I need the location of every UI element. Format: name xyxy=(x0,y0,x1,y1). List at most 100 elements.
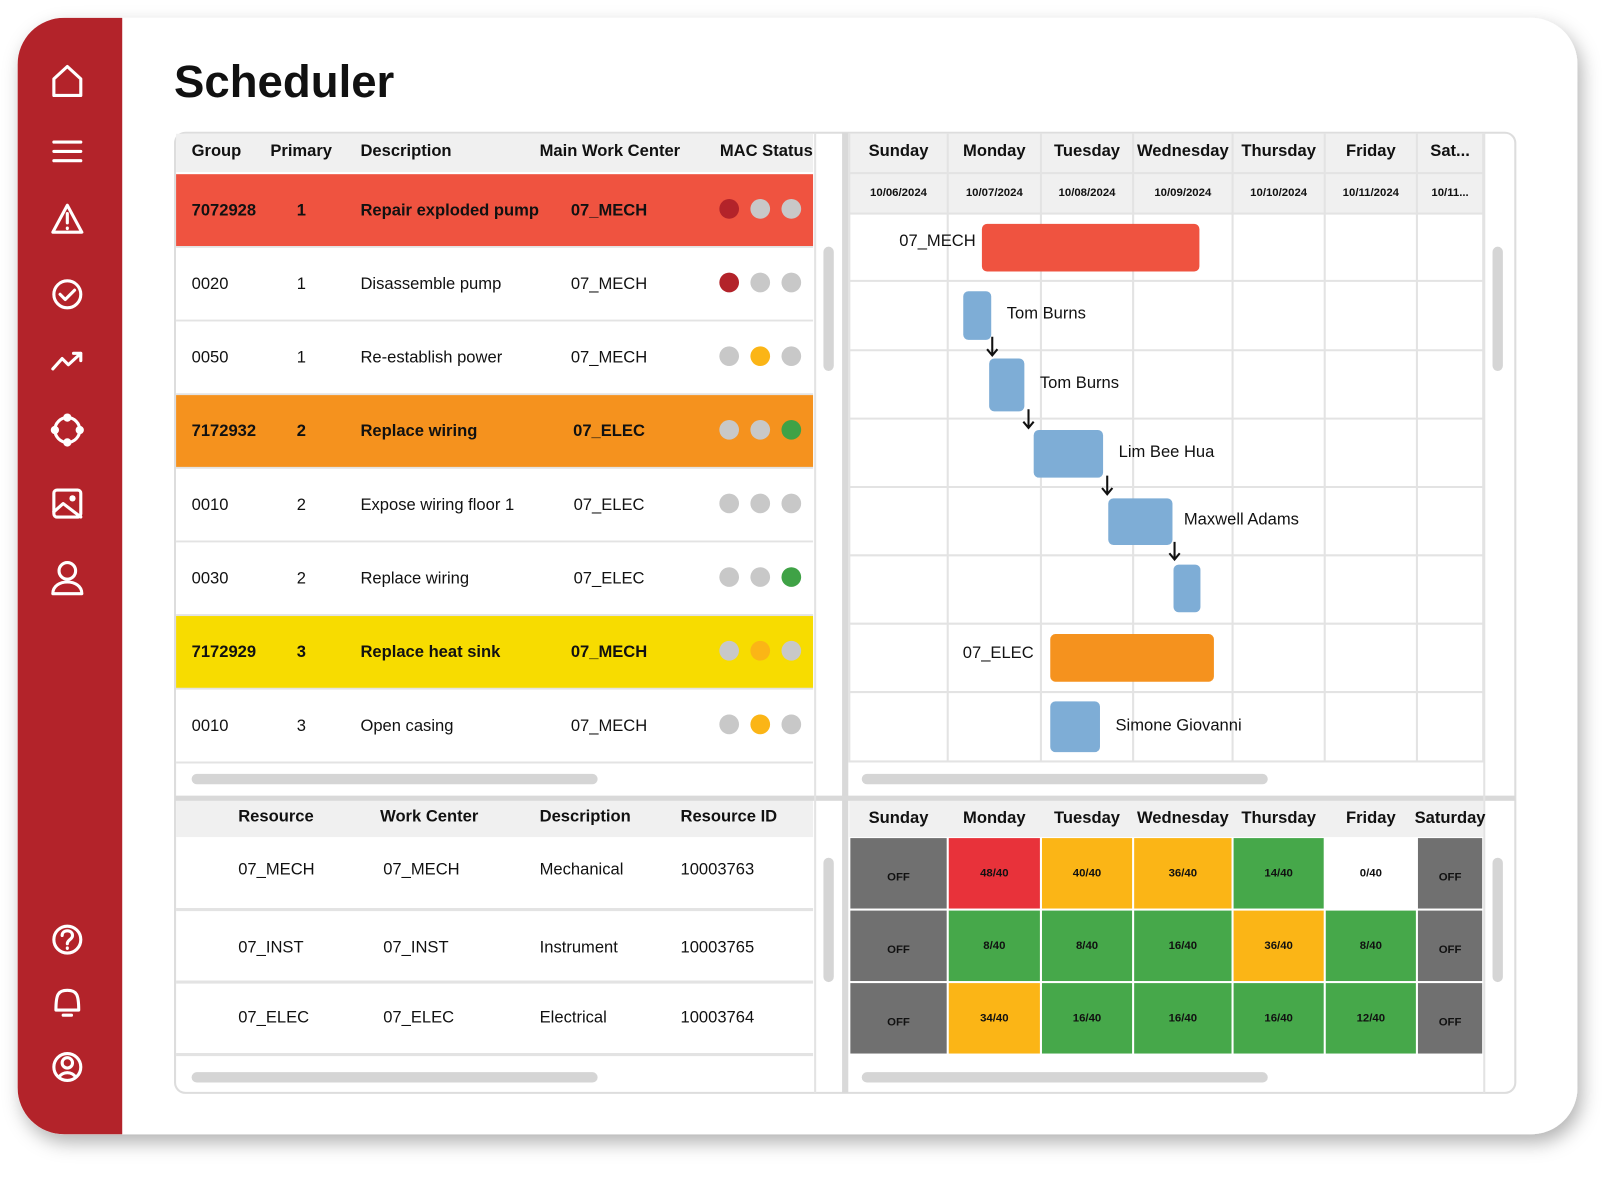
help-icon[interactable] xyxy=(52,924,83,955)
column-header: Main Work Center xyxy=(540,141,681,160)
sidebar xyxy=(17,17,123,1135)
status-dot xyxy=(719,199,740,219)
status-dot xyxy=(781,199,802,219)
check-icon[interactable] xyxy=(52,279,83,310)
capacity-label: OFF xyxy=(1439,1016,1462,1028)
resource-cell: 07_ELEC xyxy=(238,1008,309,1027)
task-cell: 07_ELEC xyxy=(573,421,645,440)
task-row xyxy=(176,689,814,762)
scrollbar[interactable] xyxy=(1492,246,1503,371)
capacity-cell xyxy=(948,838,1040,909)
date-header: 10/08/2024 xyxy=(1059,187,1117,199)
status-dot xyxy=(750,199,771,219)
day-header: Thursday xyxy=(1241,808,1316,827)
status-dot xyxy=(750,346,771,367)
resource-cell: Mechanical xyxy=(540,860,624,879)
gantt-bar xyxy=(1033,430,1104,478)
bar-label: Tom Burns xyxy=(1040,373,1119,392)
capacity-cell xyxy=(1417,838,1483,909)
task-cell: 0030 xyxy=(192,569,229,588)
gantt-bar xyxy=(963,291,992,340)
status-dot xyxy=(750,272,771,293)
resource-cell: 07_MECH xyxy=(238,860,314,879)
resource-cell: 10003764 xyxy=(680,1008,754,1027)
task-cell: 07_MECH xyxy=(571,642,647,661)
resource-cell: 07_INST xyxy=(383,937,448,956)
user-icon[interactable] xyxy=(57,561,78,581)
bell-icon[interactable] xyxy=(54,988,81,1017)
task-cell: 07_MECH xyxy=(571,200,647,219)
capacity-cell xyxy=(948,983,1040,1054)
bar-label: 07_MECH xyxy=(899,231,975,250)
account-icon[interactable] xyxy=(52,1051,83,1083)
task-cell: Replace wiring xyxy=(360,569,469,588)
capacity-label: 34/40 xyxy=(980,1012,1008,1024)
scrollbar[interactable] xyxy=(823,857,834,983)
capacity-label: 8/40 xyxy=(983,940,1005,952)
task-cell: 1 xyxy=(297,200,306,219)
date-header: 10/11... xyxy=(1431,187,1468,199)
capacity-cell xyxy=(948,910,1040,982)
column-header: Description xyxy=(360,141,451,160)
task-cell: Expose wiring floor 1 xyxy=(360,495,514,514)
status-dot xyxy=(750,567,771,587)
day-header: Saturday xyxy=(1415,808,1487,827)
task-cell: 0020 xyxy=(192,274,229,293)
image-icon[interactable] xyxy=(52,488,83,519)
column-header: Group xyxy=(192,141,242,160)
capacity-label: 16/40 xyxy=(1264,1012,1292,1024)
day-header: Tuesday xyxy=(1054,808,1121,827)
status-dot xyxy=(750,714,771,735)
column-header: Work Center xyxy=(380,807,479,826)
home-icon[interactable] xyxy=(52,64,83,98)
task-cell: 7172929 xyxy=(192,642,256,661)
capacity-cell xyxy=(1233,910,1324,982)
scrollbar[interactable] xyxy=(191,773,598,785)
status-dot xyxy=(719,419,740,440)
column-header: Resource xyxy=(238,807,314,826)
dependency-arrow xyxy=(1022,409,1035,430)
column-header: Resource ID xyxy=(680,807,777,826)
capacity-header-bg xyxy=(849,799,1484,838)
resource-cell: 10003763 xyxy=(680,860,754,879)
gantt-bar xyxy=(1173,564,1201,613)
resource-cell: Instrument xyxy=(540,937,619,956)
scrollbar[interactable] xyxy=(823,246,834,371)
capacity-cell xyxy=(1417,910,1483,982)
trend-icon[interactable] xyxy=(51,351,83,371)
capacity-label: OFF xyxy=(887,944,910,956)
task-cell: 1 xyxy=(297,274,306,293)
scrollbar[interactable] xyxy=(861,1072,1268,1083)
day-header: Friday xyxy=(1346,808,1396,827)
resource-cell: 10003765 xyxy=(680,937,754,956)
capacity-label: 14/40 xyxy=(1264,867,1292,879)
capacity-label: 36/40 xyxy=(1264,940,1292,952)
capacity-label: OFF xyxy=(1439,944,1462,956)
day-header: Sunday xyxy=(869,141,930,160)
scrollbar[interactable] xyxy=(1492,857,1503,983)
gantt-bar xyxy=(1050,634,1214,682)
task-cell: 07_MECH xyxy=(571,716,647,735)
resource-cell: 07_ELEC xyxy=(383,1008,454,1027)
alert-icon[interactable] xyxy=(51,203,84,234)
status-dot xyxy=(719,493,740,514)
status-dot xyxy=(719,272,740,293)
task-cell: 07_ELEC xyxy=(574,569,645,588)
task-cell: 3 xyxy=(297,642,306,661)
capacity-cell xyxy=(1134,983,1232,1054)
column-header: Primary xyxy=(270,141,332,160)
task-cell: Repair exploded pump xyxy=(360,200,539,219)
task-row xyxy=(176,542,814,615)
column-header: MAC Status xyxy=(720,141,813,160)
scrollbar[interactable] xyxy=(191,1072,598,1083)
status-dot xyxy=(781,493,802,514)
task-cell: Re-establish power xyxy=(360,348,502,367)
task-cell: 07_ELEC xyxy=(574,495,645,514)
nav-icons[interactable] xyxy=(50,64,84,1083)
menu-icon[interactable] xyxy=(52,140,83,163)
task-cell: 2 xyxy=(297,495,306,514)
bar-label: Tom Burns xyxy=(1007,303,1086,322)
status-dot xyxy=(781,419,802,440)
scrollbar[interactable] xyxy=(861,773,1268,785)
resource-cell: 07_INST xyxy=(238,937,303,956)
